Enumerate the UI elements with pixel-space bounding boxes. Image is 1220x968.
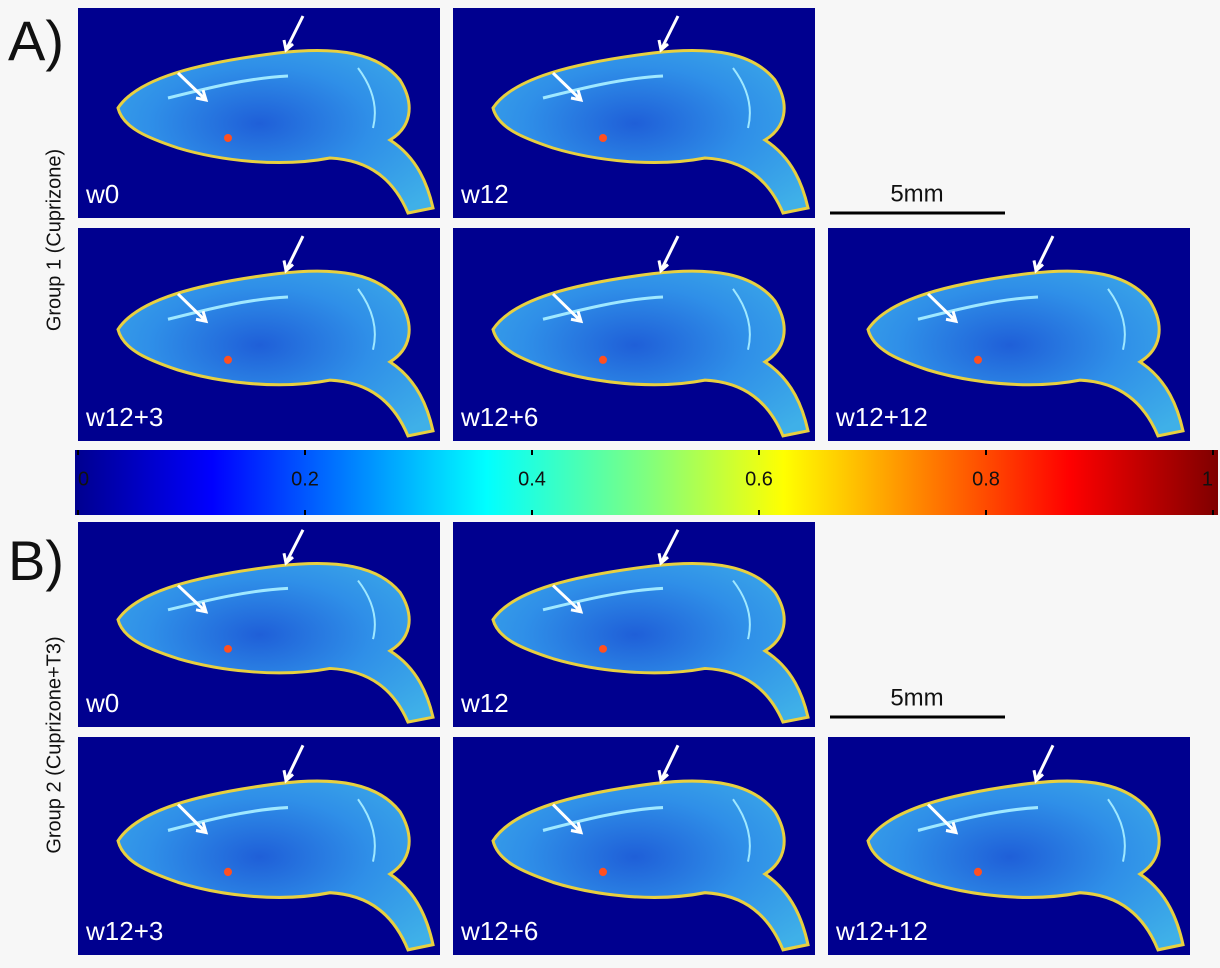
timepoint-label: w12+3 [85,916,163,946]
timepoint-label: w0 [85,688,119,718]
image-panel: w12+6 [453,228,815,441]
group-label: Group 1 (Cuprizone) [43,149,65,331]
timepoint-label: w0 [85,179,119,209]
colorbar-tick-label: 0 [78,468,89,490]
timepoint-label: w12+12 [835,916,928,946]
colorbar-tick-label: 0.8 [972,468,1000,490]
figure: A) Group 1 (Cuprizone) w0 w12 w12+3 w12+6 w12+… [0,0,1220,968]
timepoint-label: w12 [460,179,509,209]
timepoint-label: w12+6 [460,916,538,946]
panel-label: B) [8,529,64,592]
image-panel: w12+6 [453,737,815,955]
image-panel: w12 [453,522,815,727]
scale-bar-label: 5mm [890,684,943,711]
panel-label: A) [8,9,64,72]
colorbar [75,450,1218,515]
image-panel: w12+3 [78,737,440,955]
image-panel: w0 [78,522,440,727]
image-panel: w12 [453,8,815,218]
timepoint-label: w12 [460,688,509,718]
image-panel: w12+12 [828,228,1190,441]
image-panel: w12+3 [78,228,440,441]
scale-bar-label: 5mm [890,180,943,207]
timepoint-label: w12+3 [85,402,163,432]
image-panel: w12+12 [828,737,1190,955]
image-panel: w0 [78,8,440,218]
timepoint-label: w12+12 [835,402,928,432]
colorbar-tick-label: 0.6 [745,468,773,490]
timepoint-label: w12+6 [460,402,538,432]
colorbar-tick-label: 1 [1202,468,1213,490]
colorbar-tick-label: 0.4 [518,468,546,490]
colorbar-tick-label: 0.2 [291,468,319,490]
group-label: Group 2 (Cuprizone+T3) [43,636,65,853]
